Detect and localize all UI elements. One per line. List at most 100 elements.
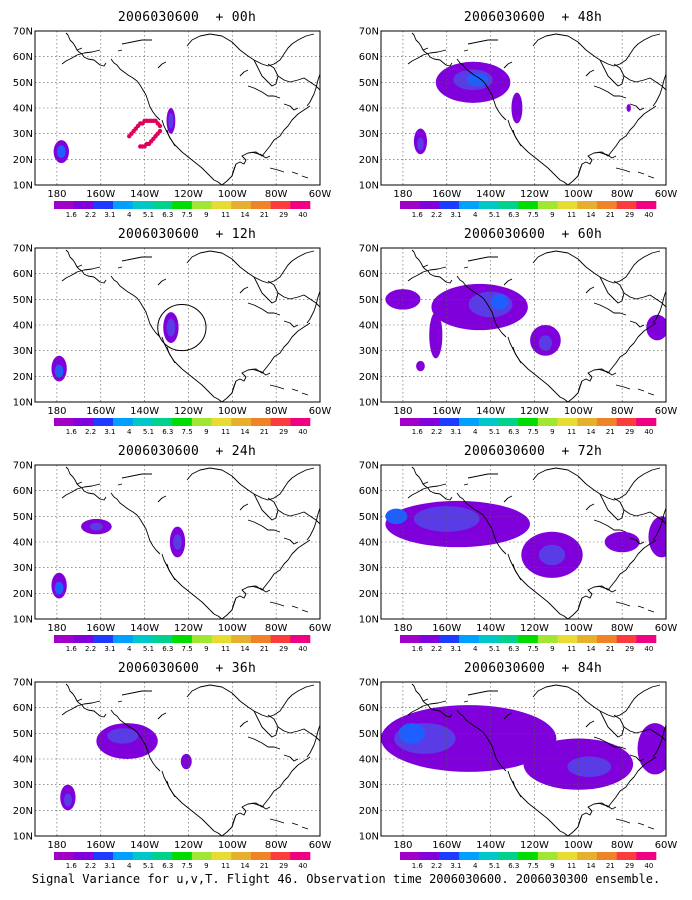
colorbar-swatch [211, 418, 232, 426]
colorbar-swatch [172, 201, 193, 209]
lon-tick-label: 120W [174, 623, 203, 634]
lon-tick-label: 120W [174, 189, 203, 200]
colorbar-swatch [93, 201, 114, 209]
colorbar-swatch [231, 852, 252, 860]
colorbar-swatch [132, 635, 153, 643]
colorbar-label: 21 [260, 645, 269, 653]
colorbar-label: 3.1 [450, 862, 461, 870]
lon-tick-label: 140W [476, 406, 505, 417]
colorbar-swatch [596, 418, 617, 426]
colorbar-swatch [290, 201, 311, 209]
map-panel: 2006030600 + 48h 70N 60N 50N 40N 30N 20N 10N 180… [359, 6, 692, 222]
lon-tick-label: 180 [47, 189, 66, 200]
colorbar-swatch [152, 852, 173, 860]
colorbar-swatch [616, 418, 637, 426]
colorbar-label: 6.3 [162, 645, 173, 653]
colorbar-label: 4 [127, 428, 132, 436]
colorbar-label: 1.6 [412, 428, 424, 436]
colorbar-swatch [596, 852, 617, 860]
variance-region [89, 522, 103, 531]
colorbar-swatch [459, 635, 480, 643]
colorbar-label: 9 [550, 862, 554, 870]
map-panel: 2006030600 + 36h 70N 60N 50N 40N 30N 20N 10N 180… [13, 657, 352, 873]
variance-region [490, 294, 509, 310]
colorbar-label: 4 [473, 862, 478, 870]
colorbar-swatch [439, 635, 460, 643]
colorbar-label: 9 [204, 862, 208, 870]
colorbar-swatch [439, 201, 460, 209]
colorbar-swatch [132, 852, 153, 860]
colorbar-swatch [132, 418, 153, 426]
colorbar-swatch [616, 852, 637, 860]
lon-tick-label: 60W [309, 840, 332, 851]
coastline-layer [61, 249, 320, 402]
coastline-layer [407, 466, 666, 619]
colorbar-swatch [270, 201, 291, 209]
map-canvas: 70N 60N 50N 40N 30N 20N 10N 180 160W 140W 120W 100W… [359, 244, 678, 437]
colorbar-swatch [459, 201, 480, 209]
colorbar-label: 3.1 [450, 645, 461, 653]
lon-tick-label: 120W [520, 840, 549, 851]
lon-tick-label: 120W [174, 840, 203, 851]
colorbar-label: 21 [260, 211, 269, 219]
map-panel: 2006030600 + 60h 70N 60N 50N 40N 30N 20N 10N 180… [359, 223, 692, 439]
colorbar-swatch [537, 418, 558, 426]
lon-tick-label: 60W [655, 840, 678, 851]
variance-region [381, 705, 557, 772]
variance-region [637, 723, 666, 775]
map-frame [34, 681, 321, 837]
lon-tick-label: 100W [218, 189, 247, 200]
panel-title: 2006030600 + 48h [463, 10, 603, 25]
lat-tick-label: 70N [13, 678, 33, 689]
colorbar-label: 4 [473, 428, 478, 436]
map-canvas: 70N 60N 50N 40N 30N 20N 10N 180 160W 140W 120W 100W… [13, 244, 332, 437]
lat-tick-label: 50N [359, 512, 379, 523]
figure-caption: Signal Variance for u,v,T. Flight 46. Ob… [31, 872, 661, 886]
lat-tick-label: 20N [13, 372, 33, 383]
colorbar-swatch [419, 418, 440, 426]
lat-tick-label: 60N [359, 52, 379, 63]
map-panel: 2006030600 + 00h 70N 60N 50N 40N 30N 20N 10N 180… [13, 6, 352, 222]
colorbar-swatch [577, 418, 598, 426]
colorbar-swatch [290, 418, 311, 426]
colorbar-label: 11 [221, 428, 230, 436]
colorbar-swatch [113, 852, 134, 860]
lon-tick-label: 100W [218, 406, 247, 417]
variance-region [538, 335, 552, 351]
colorbar-label: 40 [298, 862, 307, 870]
lat-tick-label: 70N [359, 244, 379, 255]
colorbar-label: 11 [567, 211, 576, 219]
colorbar-label: 9 [204, 645, 208, 653]
colorbar-swatch [518, 852, 539, 860]
colorbar-swatch [537, 852, 558, 860]
colorbar-swatch [211, 852, 232, 860]
lon-tick-label: 160W [86, 623, 115, 634]
variance-region [385, 508, 408, 525]
colorbar-label: 40 [644, 645, 653, 653]
lat-tick-label: 50N [359, 729, 379, 740]
colorbar-swatch [290, 852, 311, 860]
colorbar-label: 11 [221, 645, 230, 653]
lon-tick-label: 180 [47, 623, 66, 634]
colorbar-label: 29 [279, 211, 288, 219]
lon-tick-label: 180 [393, 840, 412, 851]
lon-tick-label: 80W [611, 623, 634, 634]
colorbar-swatch [400, 201, 420, 209]
colorbar-label: 11 [567, 862, 576, 870]
colorbar-label: 2.2 [431, 862, 442, 870]
colorbar-swatch [400, 852, 420, 860]
lon-tick-label: 180 [47, 840, 66, 851]
lon-tick-label: 140W [476, 623, 505, 634]
colorbar-swatch [270, 635, 291, 643]
colorbar-swatch [152, 635, 173, 643]
colorbar-label: 29 [279, 428, 288, 436]
colorbar-swatch [577, 201, 598, 209]
colorbar-label: 7.5 [182, 645, 193, 653]
map-frame [34, 30, 321, 186]
lon-tick-label: 60W [655, 406, 678, 417]
colorbar-swatch [459, 418, 480, 426]
variance-region [646, 314, 666, 341]
colorbar-swatch [211, 635, 232, 643]
colorbar-label: 7.5 [182, 428, 193, 436]
lat-tick-label: 40N [13, 321, 33, 332]
